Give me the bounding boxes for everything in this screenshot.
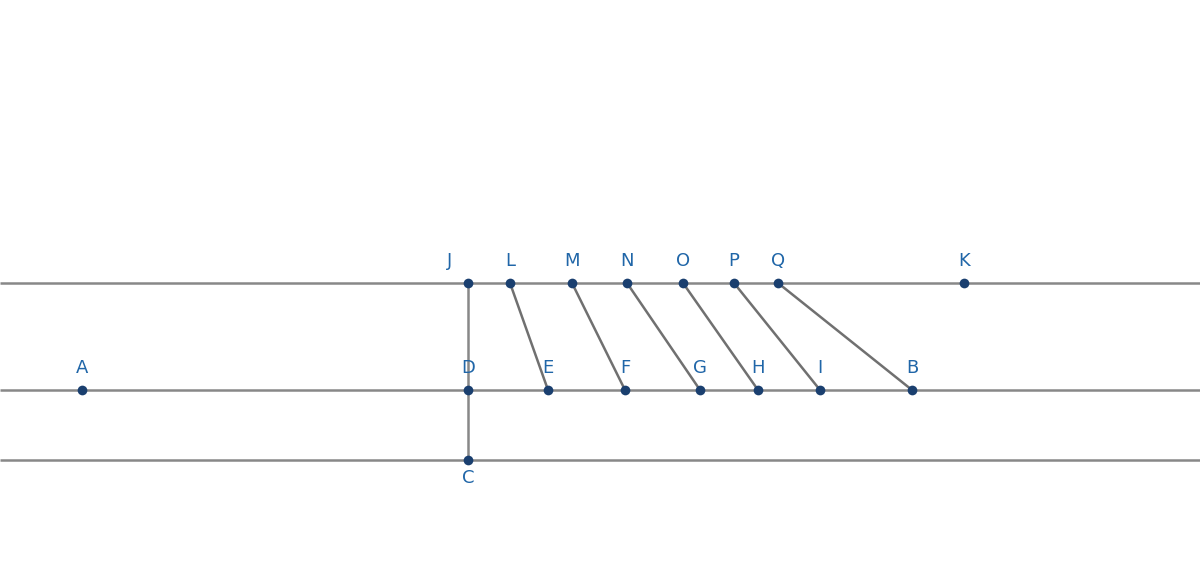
Text: A: A	[76, 359, 88, 377]
Text: O: O	[676, 252, 690, 270]
Text: H: H	[751, 359, 764, 377]
Text: G: G	[694, 359, 707, 377]
Text: K: K	[958, 252, 970, 270]
Text: D: D	[461, 359, 475, 377]
Text: Q: Q	[770, 252, 785, 270]
Text: E: E	[542, 359, 553, 377]
Text: J: J	[448, 252, 452, 270]
Text: N: N	[620, 252, 634, 270]
Text: B: B	[906, 359, 918, 377]
Text: L: L	[505, 252, 515, 270]
Text: C: C	[462, 469, 474, 487]
Text: I: I	[817, 359, 823, 377]
Text: M: M	[564, 252, 580, 270]
Text: P: P	[728, 252, 739, 270]
Text: F: F	[620, 359, 630, 377]
